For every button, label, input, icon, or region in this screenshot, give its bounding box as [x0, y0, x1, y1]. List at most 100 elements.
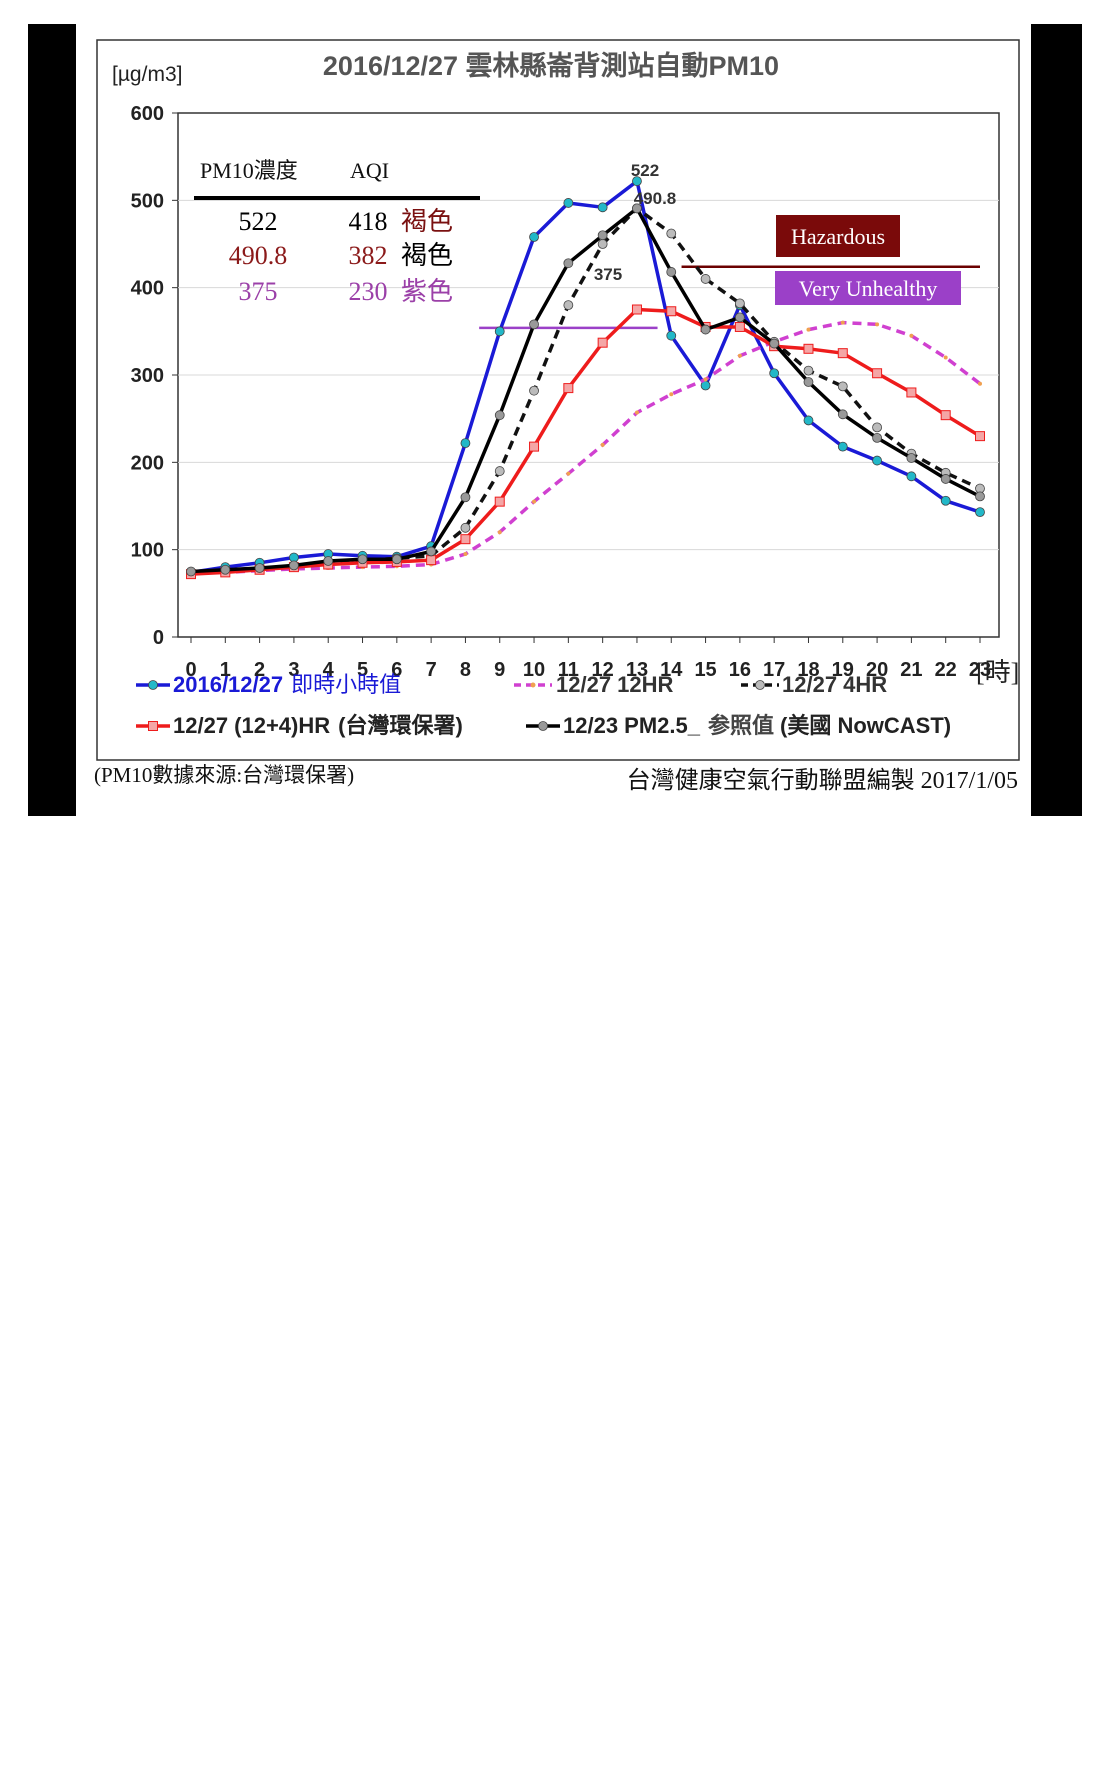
x-tick-label: 0: [185, 659, 196, 681]
x-axis-unit: [時]: [976, 658, 1019, 687]
info-table: PM10濃度 AQI 522 418 褐色 490.8 382 褐色 375 230 紫色: [194, 158, 480, 306]
series-point: [669, 392, 674, 397]
x-tick-label: 22: [935, 659, 957, 681]
legend-swatch-marker: [148, 680, 158, 690]
info-header-conc: PM10濃度: [200, 158, 298, 183]
series-point: [666, 267, 677, 277]
series-point: [737, 353, 742, 358]
info-conc: 490.8: [229, 241, 288, 270]
series-point: [220, 564, 231, 575]
x-tick-label: 3: [288, 659, 299, 681]
series-point: [597, 337, 608, 348]
series-point: [460, 534, 471, 545]
y-tick-label: 200: [131, 452, 164, 474]
y-axis-unit: [µg/m3]: [112, 63, 182, 86]
series-point: [634, 410, 639, 415]
series-point: [529, 385, 539, 396]
series-point: [494, 496, 505, 507]
series-point: [254, 563, 265, 573]
x-tick-label: 20: [866, 659, 888, 681]
series-point: [289, 560, 299, 571]
series-point: [943, 355, 948, 360]
series-point: [666, 330, 677, 341]
series-point: [460, 438, 471, 449]
info-rows: 522 418 褐色 490.8 382 褐色 375 230 紫色: [229, 207, 453, 306]
threshold-lines: Hazardous Very Unhealthy: [479, 215, 980, 330]
x-tick-label: 1: [220, 659, 231, 681]
series-point: [563, 258, 574, 269]
series-point: [529, 319, 539, 330]
series-point: [872, 422, 882, 433]
info-conc: 375: [239, 277, 278, 306]
legend-label-part: 2016/12/27: [173, 672, 283, 697]
series-point: [840, 320, 845, 325]
legend-label: 12/23 PM2.5_ 参照值 (美國 NowCAST): [563, 713, 951, 738]
x-tick-label: 7: [426, 659, 437, 681]
series-point: [529, 232, 539, 242]
x-tick-label: 23: [969, 659, 991, 681]
series-line: [190, 179, 981, 575]
black-frame: [µg/m3] 2016/12/27 雲林縣崙背測站自動PM10 0 100 200…: [28, 24, 1082, 816]
info-color-name: 褐色: [401, 241, 453, 270]
legend-label-part: (台灣環保署): [338, 713, 463, 738]
series-point: [803, 377, 814, 387]
series-point: [532, 499, 537, 504]
info-header-aqi: AQI: [350, 158, 389, 183]
legend-label-part: 参照值: [708, 713, 774, 738]
x-tick-label: 2: [254, 659, 265, 681]
y-tick-label: 600: [131, 103, 164, 125]
series-point: [186, 566, 196, 577]
x-tick-label: 18: [797, 659, 819, 681]
x-tick-label: 6: [391, 659, 402, 681]
legend: 2016/12/27 即時小時值 12/27 12HR 12/27 4HR 12/27 …: [136, 672, 951, 738]
x-tick-label: 21: [900, 659, 922, 681]
series-point: [906, 387, 917, 398]
series-point: [700, 274, 711, 284]
series-point: [803, 343, 814, 354]
series-point: [872, 368, 883, 379]
series-point: [872, 455, 882, 466]
x-tick-label: 13: [626, 659, 648, 681]
series-point: [906, 453, 917, 463]
series-point: [837, 441, 848, 452]
info-conc: 522: [239, 207, 278, 236]
chart-canvas: [µg/m3] 2016/12/27 雲林縣崙背測站自動PM10 0100200…: [76, 24, 1031, 816]
series-point: [597, 202, 608, 213]
x-tick-label: 15: [694, 659, 716, 681]
series-point: [734, 298, 745, 309]
legend-label: 2016/12/27 即時小時值: [173, 672, 401, 697]
series-point: [600, 442, 605, 447]
series-point: [703, 377, 708, 382]
legend-label: 12/27 12HR: [556, 672, 674, 697]
series-point: [497, 530, 502, 535]
info-aqi: 418: [349, 207, 388, 236]
legend-label-part: 即時小時值: [291, 672, 401, 697]
x-tick-label: 12: [592, 659, 614, 681]
legend-label-part: 12/23 PM2.5_: [563, 713, 701, 738]
x-tick-label: 4: [323, 659, 335, 681]
y-axis-ticks: 0 100 200 300 400 500 600: [131, 103, 178, 649]
series-point: [734, 312, 745, 323]
info-color-name: 褐色: [401, 207, 453, 236]
series-line: [190, 206, 981, 574]
series-point: [875, 322, 880, 327]
series-point: [803, 365, 814, 376]
series-point: [563, 383, 574, 394]
series-point: [460, 492, 471, 503]
x-tick-label: 9: [494, 659, 505, 681]
series-point: [837, 381, 848, 392]
legend-label-part: 12/27 12HR: [556, 672, 674, 697]
threshold-label: Hazardous: [791, 224, 885, 249]
x-tick-label: 8: [460, 659, 471, 681]
series-point: [494, 466, 505, 476]
series-lines: [186, 176, 985, 580]
legend-label-part: 12/27 (12+4)HR: [173, 713, 330, 738]
series-point: [426, 555, 437, 566]
x-tick-label: 16: [729, 659, 751, 681]
legend-label-part: 12/27 4HR: [782, 672, 887, 697]
x-tick-label: 19: [832, 659, 854, 681]
series-point: [940, 495, 951, 506]
legend-swatch-marker: [538, 721, 548, 731]
series-point: [837, 348, 848, 359]
legend-label-part: (美國 NowCAST): [780, 713, 951, 738]
